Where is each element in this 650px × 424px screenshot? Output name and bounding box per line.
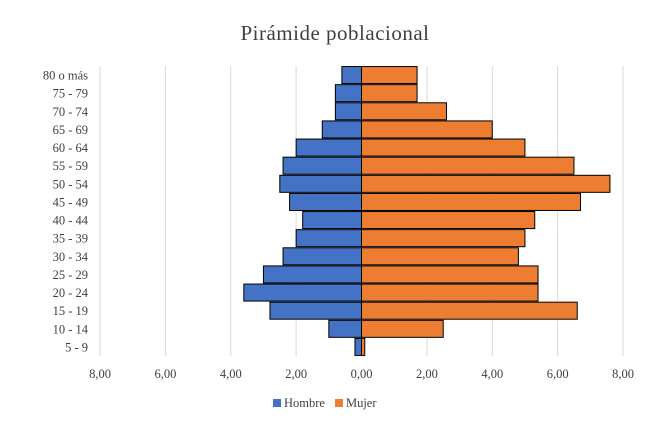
bar-mujer-9: [361, 229, 526, 248]
x-tick-label: 4,00: [481, 367, 503, 381]
legend-swatch-mujer: [334, 399, 343, 407]
y-tick-label: 75 - 79: [53, 87, 88, 101]
y-tick-label: 40 - 44: [53, 214, 89, 228]
y-tick-label: 10 - 14: [53, 322, 89, 336]
bar-hombre-5: [282, 156, 362, 175]
y-tick-label: 5 - 9: [65, 340, 88, 354]
chart-title: Pirámide poblacional: [240, 21, 429, 45]
bar-hombre-13: [269, 301, 363, 320]
x-axis-labels: 8,00 6,00 4,00 2,00 0,00 2,00 4,00 6,00 8,00: [89, 367, 634, 381]
bar-mujer-5: [361, 156, 575, 175]
bar-mujer-15: [361, 337, 366, 356]
bar-hombre-1: [334, 84, 363, 103]
bar-mujer-2: [361, 102, 447, 121]
x-tick-label: 0,00: [351, 367, 373, 381]
bar-mujer-6: [361, 174, 611, 193]
x-tick-label: 2,00: [416, 367, 438, 381]
bar-mujer-8: [361, 211, 536, 230]
bar-hombre-10: [282, 247, 362, 266]
x-tick-label: 8,00: [89, 367, 111, 381]
y-tick-label: 30 - 34: [53, 250, 89, 264]
legend-swatch-hombre: [273, 399, 281, 407]
bar-mujer-10: [361, 247, 519, 266]
y-tick-label: 65 - 69: [53, 123, 88, 137]
bar-hombre-7: [289, 192, 362, 211]
bar-hombre-14: [328, 319, 362, 338]
bar-mujer-1: [361, 84, 418, 103]
y-tick-label: 15 - 19: [53, 304, 88, 318]
x-tick-label: 2,00: [285, 367, 307, 381]
bar-hombre-6: [279, 174, 362, 193]
legend-label-mujer: Mujer: [346, 396, 377, 410]
bar-hombre-0: [341, 66, 363, 85]
bar-hombre-3: [321, 120, 362, 139]
bars: [243, 66, 611, 356]
legend-label-hombre: Hombre: [284, 396, 325, 410]
bar-mujer-11: [361, 265, 539, 284]
y-tick-label: 50 - 54: [53, 177, 89, 191]
bar-mujer-14: [361, 319, 444, 338]
x-tick-label: 8,00: [612, 367, 634, 381]
y-tick-label: 25 - 29: [53, 268, 88, 282]
y-tick-label: 55 - 59: [53, 159, 88, 173]
bar-hombre-12: [243, 283, 362, 302]
bar-hombre-9: [295, 229, 362, 248]
legend: Hombre Mujer: [273, 396, 377, 410]
bar-hombre-2: [334, 102, 363, 121]
x-tick-label: 4,00: [220, 367, 242, 381]
y-tick-label: 35 - 39: [53, 232, 88, 246]
bar-mujer-13: [361, 301, 578, 320]
y-axis-labels: 80 o más 75 - 79 70 - 74 65 - 69 60 - 64 55 -…: [43, 69, 89, 355]
bar-hombre-4: [295, 138, 362, 157]
bar-mujer-7: [361, 192, 582, 211]
bar-mujer-12: [361, 283, 539, 302]
y-tick-label: 70 - 74: [53, 105, 89, 119]
bar-hombre-15: [354, 337, 362, 356]
y-tick-label: 20 - 24: [53, 286, 89, 300]
y-tick-label: 45 - 49: [53, 195, 88, 209]
x-tick-label: 6,00: [547, 367, 569, 381]
bar-hombre-8: [302, 211, 363, 230]
bar-hombre-11: [262, 265, 362, 284]
y-tick-label: 80 o más: [43, 69, 88, 83]
y-tick-label: 60 - 64: [53, 141, 89, 155]
bar-mujer-3: [361, 120, 493, 139]
bar-mujer-0: [361, 66, 418, 85]
bar-mujer-4: [361, 138, 526, 157]
x-tick-label: 6,00: [154, 367, 176, 381]
